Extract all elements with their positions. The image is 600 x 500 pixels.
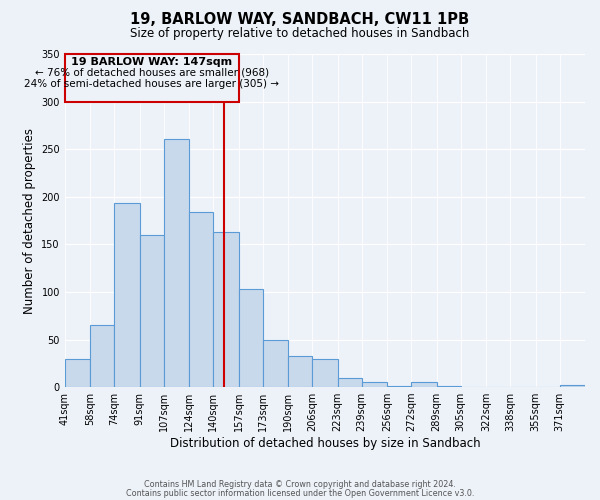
Bar <box>114 204 140 387</box>
Text: Contains HM Land Registry data © Crown copyright and database right 2024.: Contains HM Land Registry data © Crown c… <box>144 480 456 489</box>
Bar <box>437 386 461 387</box>
Bar <box>411 382 437 387</box>
Text: 19, BARLOW WAY, SANDBACH, CW11 1PB: 19, BARLOW WAY, SANDBACH, CW11 1PB <box>130 12 470 28</box>
Bar <box>140 235 164 387</box>
Bar <box>65 358 90 387</box>
Text: Contains public sector information licensed under the Open Government Licence v3: Contains public sector information licen… <box>126 488 474 498</box>
Bar <box>213 232 239 387</box>
Bar <box>560 385 585 387</box>
Bar <box>189 212 213 387</box>
Text: 19 BARLOW WAY: 147sqm: 19 BARLOW WAY: 147sqm <box>71 57 232 67</box>
Bar <box>263 340 288 387</box>
Bar <box>312 358 338 387</box>
Bar <box>338 378 362 387</box>
X-axis label: Distribution of detached houses by size in Sandbach: Distribution of detached houses by size … <box>170 437 480 450</box>
Text: Size of property relative to detached houses in Sandbach: Size of property relative to detached ho… <box>130 28 470 40</box>
Bar <box>164 138 189 387</box>
Y-axis label: Number of detached properties: Number of detached properties <box>23 128 36 314</box>
Text: 24% of semi-detached houses are larger (305) →: 24% of semi-detached houses are larger (… <box>24 78 279 88</box>
Bar <box>239 289 263 387</box>
FancyBboxPatch shape <box>65 54 239 102</box>
Bar <box>90 325 114 387</box>
Bar <box>288 356 312 387</box>
Text: ← 76% of detached houses are smaller (968): ← 76% of detached houses are smaller (96… <box>35 68 269 78</box>
Bar <box>387 386 411 387</box>
Bar <box>362 382 387 387</box>
